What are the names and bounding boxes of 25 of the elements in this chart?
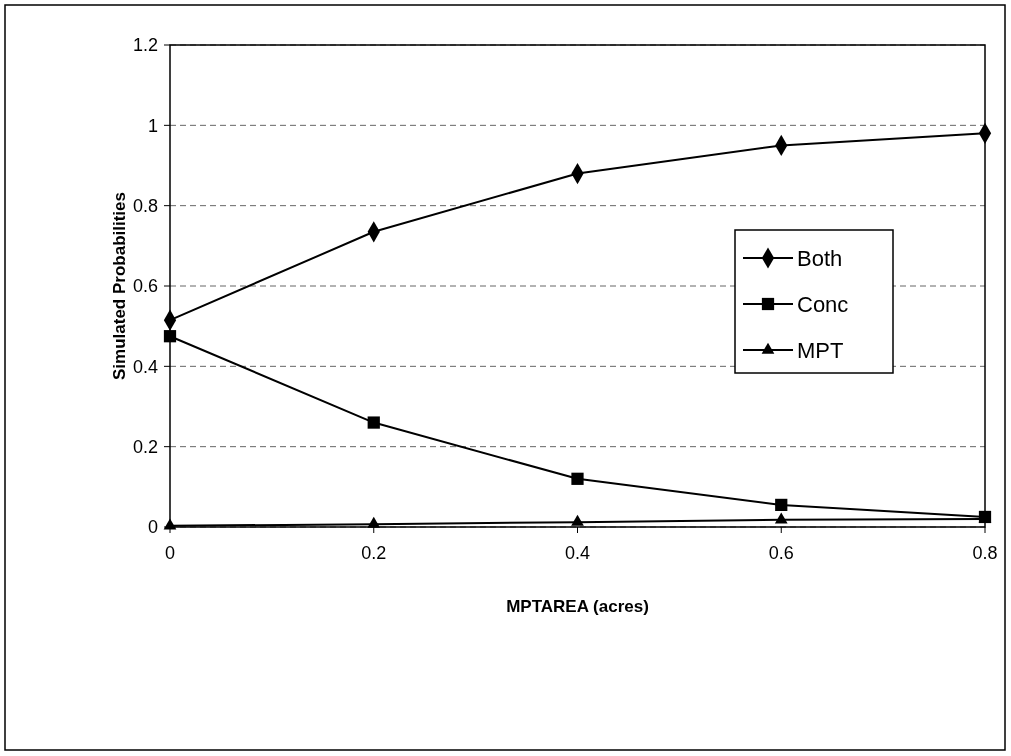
point (163, 518, 177, 530)
x-tick-label: 0.2 (361, 543, 387, 563)
y-tick-label: 1 (147, 115, 158, 136)
y-tick-label: 1.2 (132, 35, 158, 56)
point (571, 472, 584, 485)
y-tick-label: 0.2 (132, 436, 158, 457)
x-tick-label: 0.4 (564, 543, 591, 563)
x-tick-label: 0.6 (768, 543, 794, 563)
y-tick-label: 0 (147, 517, 158, 538)
point (571, 514, 584, 526)
point (775, 498, 788, 512)
point (367, 416, 380, 429)
y-axis-title: Simulated Probabilities (110, 192, 129, 380)
legend-label: Both (797, 245, 843, 271)
legend-label: Conc (797, 291, 849, 317)
x-axis-title: MPTAREA (acres) (506, 597, 649, 616)
point (163, 330, 177, 343)
y-tick-label: 0.4 (132, 356, 158, 377)
y-tick-label: 0.6 (132, 276, 158, 297)
y-tick-label: 0.8 (132, 195, 158, 216)
x-tick-label: 0 (164, 543, 176, 563)
point (774, 512, 788, 524)
point (367, 516, 381, 528)
legend-label: MPT (797, 337, 844, 363)
x-tick-label: 0.8 (972, 543, 998, 563)
